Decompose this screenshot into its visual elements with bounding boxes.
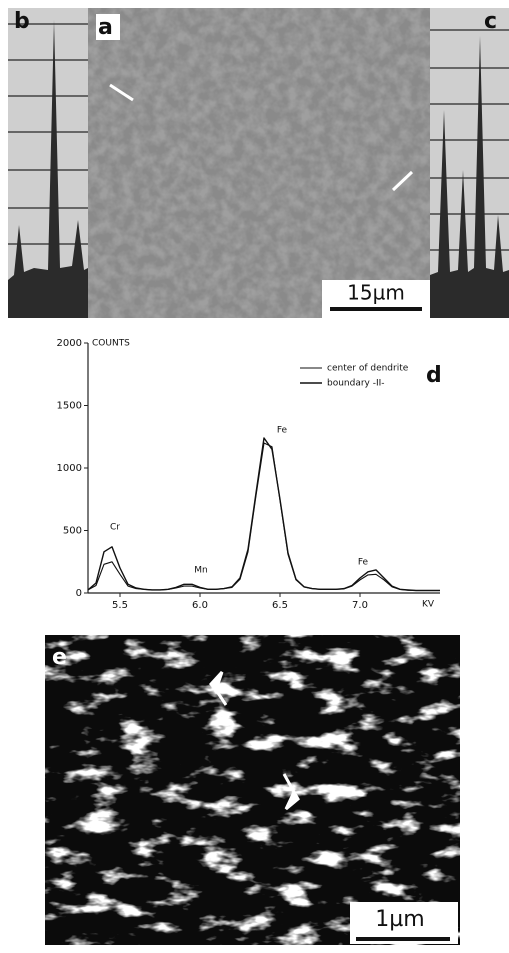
y-axis-label: COUNTS (92, 339, 130, 349)
peak-label: Cr (110, 523, 120, 533)
spectrum-line (87, 442, 440, 592)
x-axis-label: KV (422, 600, 435, 610)
panel-label: e (52, 645, 67, 670)
x-tick-label: 5.5 (112, 600, 128, 611)
x-tick-label: 6.0 (192, 600, 208, 611)
panel-e: e 1µm (45, 635, 460, 945)
panel-a: a 15µm (88, 8, 430, 318)
peak-label: Mn (194, 566, 207, 576)
legend-label: boundary -II- (327, 379, 385, 389)
peak-label: Fe (277, 426, 288, 436)
scale-label: 15µm (347, 281, 405, 305)
y-tick-label: 1500 (57, 401, 82, 412)
legend-label: center of dendrite (327, 364, 409, 374)
panel-label: b (14, 9, 30, 34)
y-tick-label: 2000 (57, 338, 82, 349)
spectrum-chart: COUNTS KV d 0 500 1000 1500 2000 5.5 6.0 6.5 7.0… (57, 338, 442, 611)
x-tick-label: 7.0 (352, 600, 368, 611)
spectrum-line (87, 437, 440, 592)
panel-label: a (98, 15, 113, 40)
panel-b: b (8, 8, 88, 318)
y-tick-label: 500 (63, 526, 82, 537)
panel-label: d (426, 363, 442, 388)
panel-c: c (430, 8, 509, 318)
x-tick-label: 6.5 (272, 600, 288, 611)
peak-label: Fe (358, 558, 369, 568)
y-tick-label: 0 (76, 588, 82, 599)
scale-label: 1µm (375, 907, 424, 932)
y-tick-label: 1000 (57, 463, 82, 474)
panel-label: c (484, 9, 497, 34)
